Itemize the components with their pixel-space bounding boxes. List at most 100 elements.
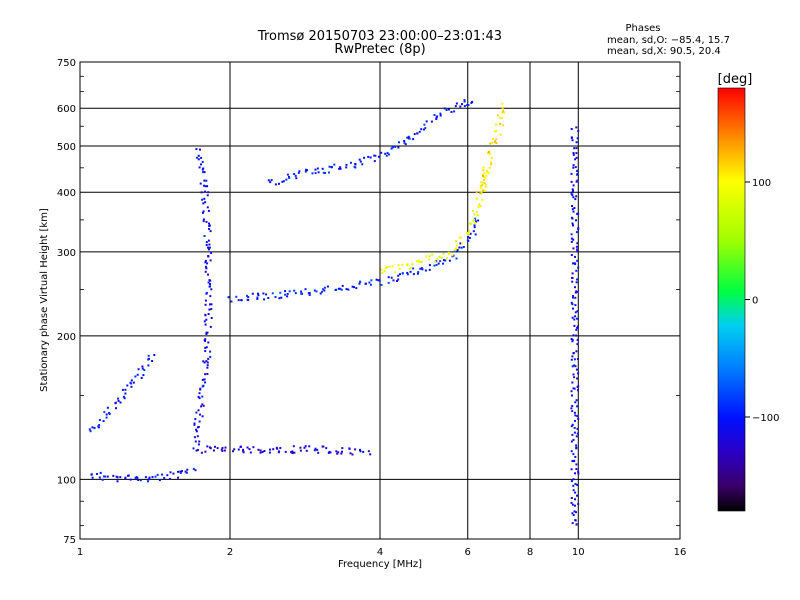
data-point (263, 450, 266, 452)
trace-3 (200, 445, 372, 456)
data-point (436, 115, 439, 118)
data-point (459, 105, 462, 108)
y-tick-label: 100 (57, 475, 76, 486)
data-point (341, 450, 343, 453)
data-point (575, 447, 578, 450)
data-point (304, 170, 307, 173)
trace-5 (380, 169, 490, 274)
x-tick-label: 4 (377, 547, 383, 558)
data-point (572, 224, 574, 227)
data-point (204, 323, 207, 326)
data-point (463, 100, 466, 103)
data-point (204, 270, 207, 273)
data-point (147, 354, 150, 357)
data-point (482, 179, 485, 181)
data-point (362, 450, 365, 453)
data-point (210, 303, 213, 306)
data-point (204, 381, 207, 384)
data-point (574, 483, 577, 485)
data-point (493, 130, 496, 133)
data-point (577, 385, 580, 388)
data-point (386, 266, 389, 269)
data-point (416, 272, 419, 275)
data-point (153, 354, 156, 356)
data-point (369, 453, 372, 456)
data-point (201, 403, 204, 406)
data-point (256, 297, 259, 300)
x-tick-label: 1 (77, 547, 83, 558)
data-point (208, 225, 211, 227)
data-point (574, 291, 577, 294)
data-point (577, 472, 580, 475)
data-point (572, 152, 575, 154)
data-point (570, 128, 573, 130)
data-point (317, 451, 320, 454)
data-point (233, 448, 236, 451)
data-point (137, 479, 140, 481)
data-point (280, 296, 283, 299)
trace-8 (570, 126, 580, 526)
data-point (207, 246, 209, 249)
data-point (197, 154, 200, 157)
data-point (572, 164, 575, 167)
data-point (573, 387, 576, 390)
data-point (286, 292, 289, 295)
phase-heading: Phases (625, 23, 660, 34)
data-point (574, 419, 576, 422)
data-point (144, 476, 147, 479)
data-point (101, 478, 104, 481)
data-point (195, 430, 198, 433)
data-point (576, 169, 579, 172)
data-point (205, 179, 208, 182)
data-point (576, 427, 579, 430)
data-point (201, 168, 204, 171)
data-point (575, 463, 578, 466)
data-point (574, 504, 576, 507)
data-point (208, 246, 211, 249)
data-point (247, 299, 250, 301)
data-point (440, 256, 443, 259)
data-point (359, 448, 361, 451)
data-point (570, 480, 573, 483)
data-point (179, 471, 182, 474)
data-point (200, 163, 202, 166)
data-point (576, 343, 579, 346)
data-point (96, 473, 98, 475)
data-point (119, 476, 122, 479)
data-point (169, 471, 172, 474)
data-point (278, 297, 281, 300)
data-point (336, 452, 339, 455)
data-point (574, 365, 577, 368)
data-point (314, 172, 317, 175)
data-point (571, 394, 573, 397)
data-point (387, 281, 390, 284)
data-point (142, 374, 145, 377)
data-point (300, 290, 303, 293)
data-point (574, 311, 577, 314)
data-point (207, 239, 210, 242)
data-point (576, 415, 579, 418)
data-point (338, 167, 341, 170)
data-point (573, 460, 576, 463)
data-point (475, 211, 478, 214)
data-point (232, 450, 234, 453)
data-point (274, 296, 277, 298)
data-point (571, 280, 574, 283)
data-point (271, 292, 274, 295)
data-point (207, 255, 210, 257)
data-point (412, 138, 415, 141)
data-point (479, 204, 482, 207)
data-point (570, 407, 573, 410)
data-point (206, 373, 209, 375)
data-point (572, 296, 574, 299)
data-point (242, 451, 245, 454)
data-point (293, 173, 296, 175)
colorbar-ticks: 100 0 −100 (745, 178, 779, 424)
data-point (576, 432, 579, 435)
data-point (322, 288, 325, 291)
data-point (204, 185, 207, 188)
data-point (394, 271, 397, 274)
data-point (573, 510, 576, 513)
data-point (284, 450, 287, 453)
data-point (197, 158, 200, 161)
